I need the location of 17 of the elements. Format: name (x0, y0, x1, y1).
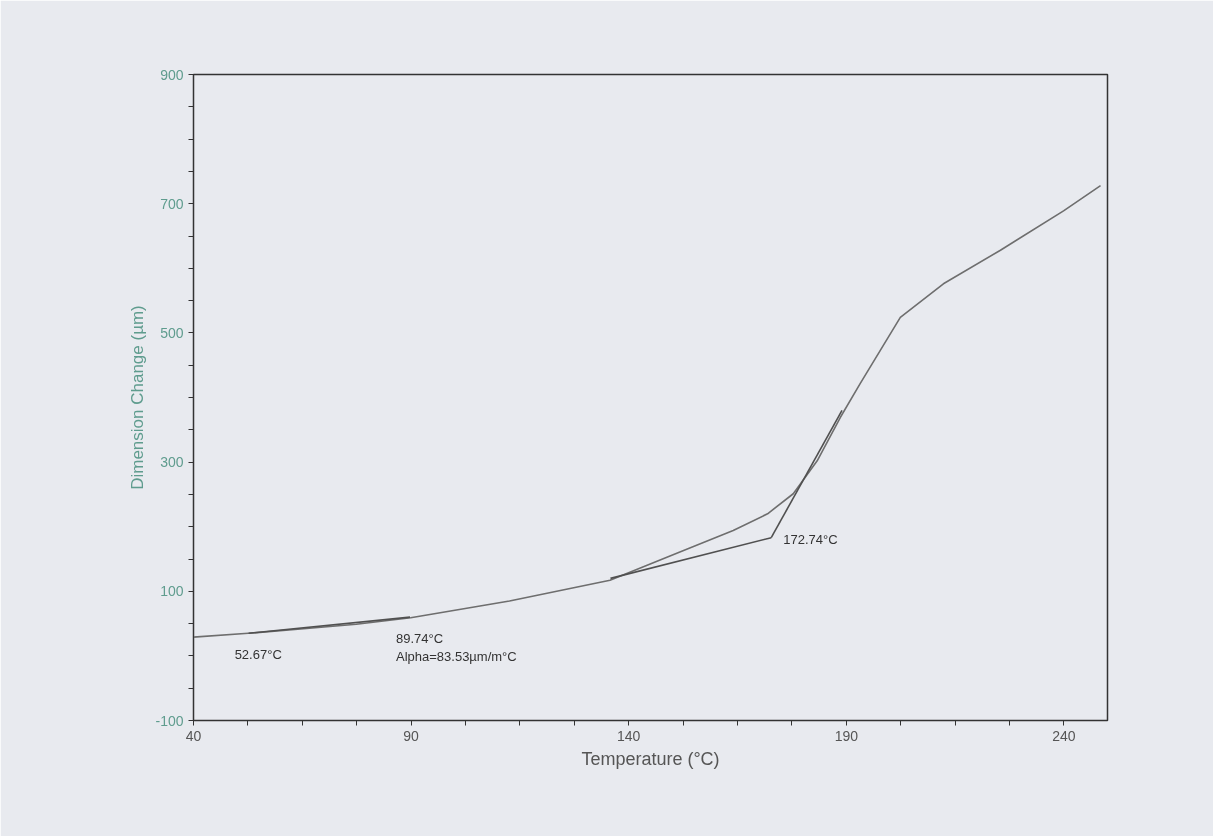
x-axis-title: Temperature (°C) (581, 748, 720, 769)
annotation: 52.67°C (234, 647, 282, 663)
y-tick-label: 700 (160, 195, 184, 212)
annotation: Alpha=83.53µm/m°C (395, 649, 517, 665)
x-tick-label: 190 (834, 727, 859, 744)
y-axis-title: Dimension Change (µm) (128, 305, 148, 490)
x-tick-label: 140 (617, 727, 641, 744)
x-tick-label: 40 (185, 727, 202, 744)
x-tick-label: 240 (1052, 727, 1076, 744)
y-tick-label: -100 (155, 712, 184, 729)
annotation: 89.74°C (395, 631, 444, 647)
y-tick-label: 300 (160, 454, 184, 471)
y-tick-label: 900 (160, 66, 184, 83)
y-tick-label: 500 (160, 324, 184, 341)
annotation: 172.74°C (783, 532, 838, 548)
x-tick-label: 90 (403, 727, 420, 744)
y-tick-label: 100 (160, 583, 184, 600)
